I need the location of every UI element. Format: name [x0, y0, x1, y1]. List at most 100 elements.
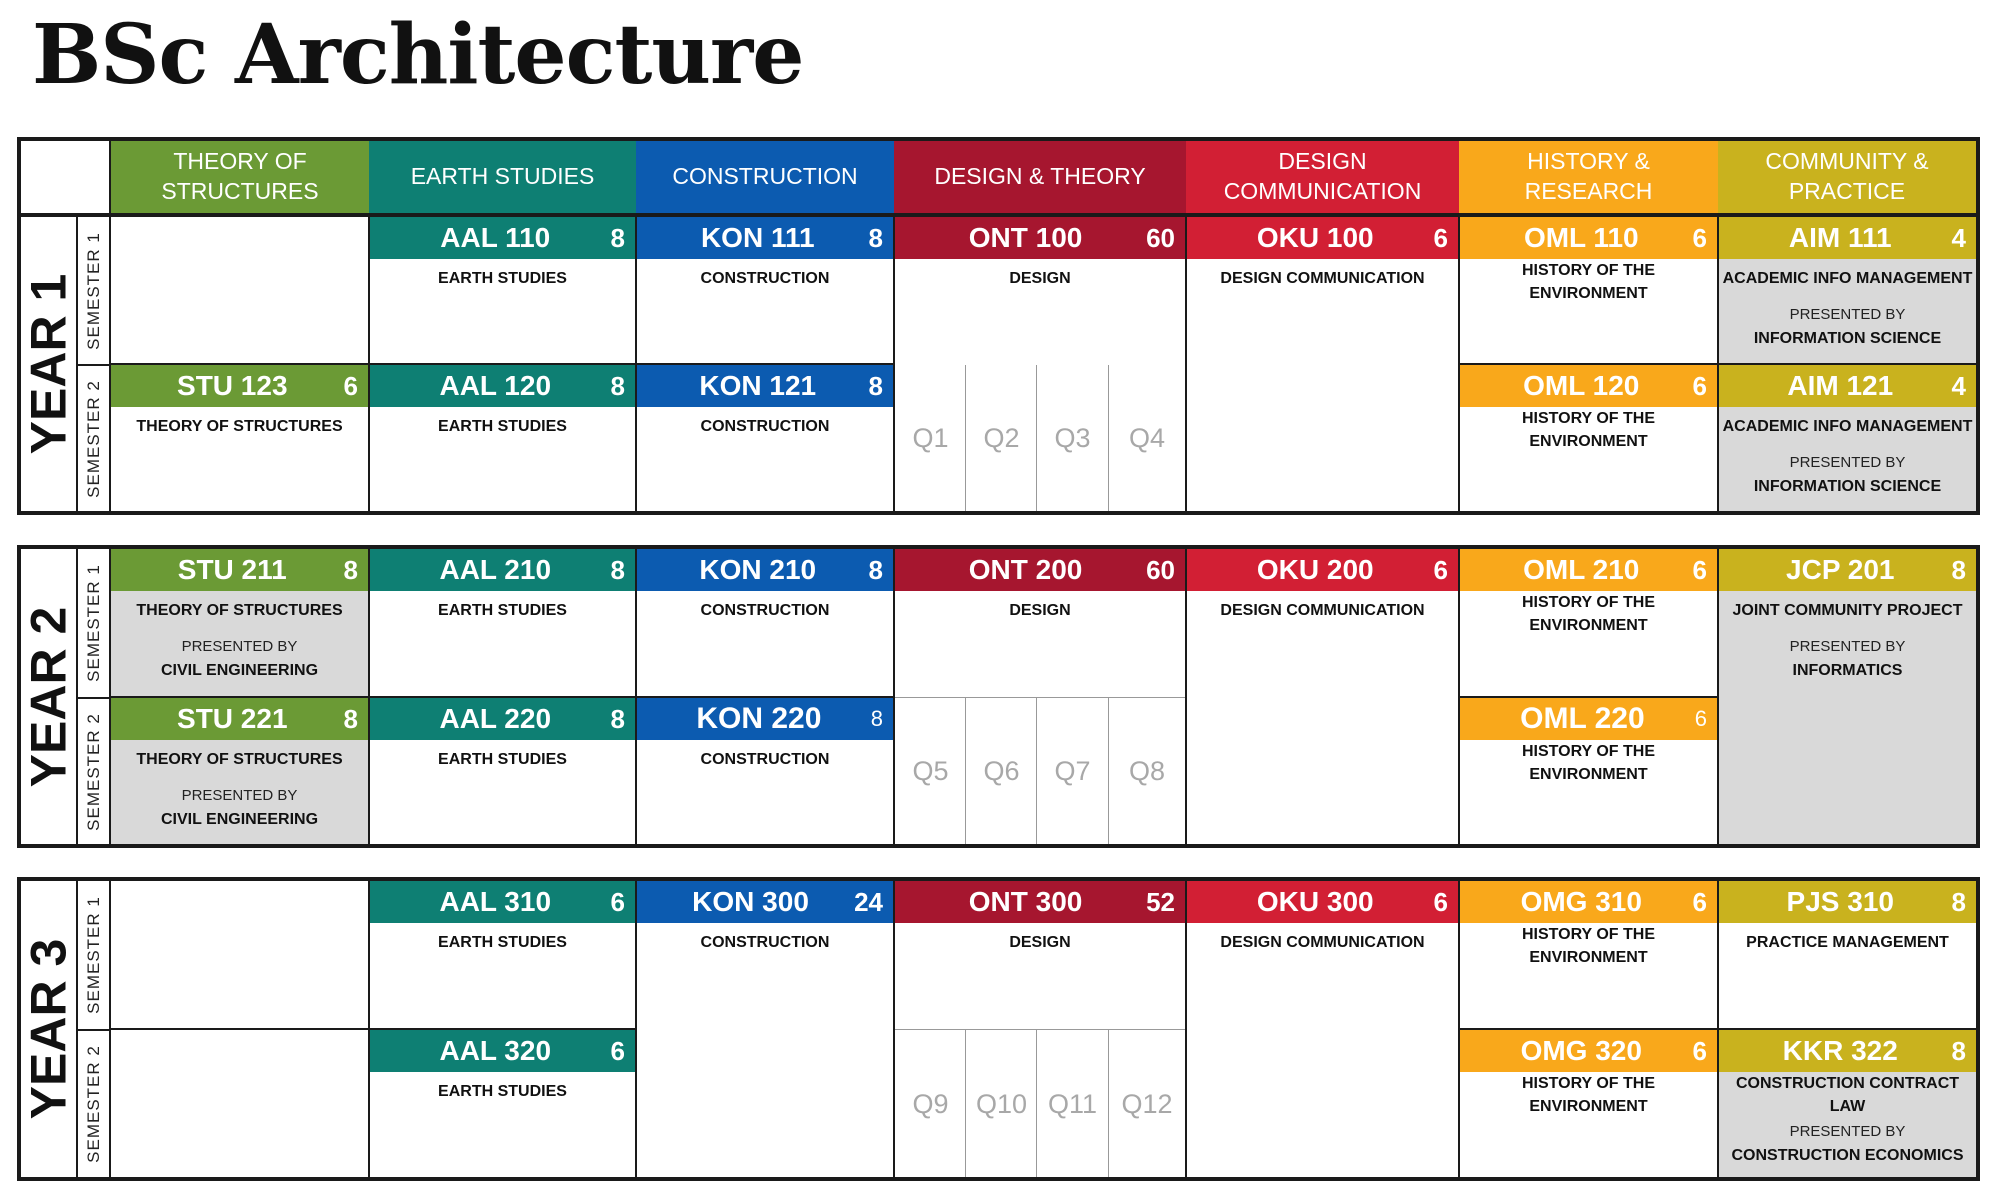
quarter-divider — [965, 1030, 966, 1177]
module-code: OKU 200 — [1256, 554, 1374, 585]
quarter-label: Q4 — [1128, 423, 1166, 453]
module-name: EARTH STUDIES — [438, 418, 567, 435]
presented-by-label: PRESENTED BY — [1789, 454, 1906, 471]
quarter-label: Q9 — [912, 1089, 949, 1119]
module-omg310-body: HISTORY OF THE ENVIRONMENT — [1460, 923, 1717, 1028]
module-aal120-body: EARTH STUDIES — [370, 407, 635, 511]
quarter-divider — [965, 365, 966, 511]
module-name: ENVIRONMENT — [1529, 285, 1648, 303]
year-1-frame — [17, 213, 1980, 515]
grid-line — [893, 881, 895, 1177]
module-code: OML 120 — [1523, 370, 1640, 401]
header-design-communication: DESIGN COMMUNICATION — [1186, 141, 1459, 213]
module-oml120-body: HISTORY OF THE ENVIRONMENT — [1460, 407, 1717, 511]
module-name: CONSTRUCTION — [700, 602, 830, 619]
module-name: JOINT COMMUNITY PROJECT — [1732, 602, 1963, 619]
module-stu211-body: THEORY OF STRUCTURES PRESENTED BY CIVIL EN… — [111, 591, 368, 696]
header-divider — [109, 141, 111, 213]
module-oml120-bar: OML 120 6 — [1460, 365, 1717, 407]
module-credits: 6 — [610, 1035, 625, 1066]
module-oml210-bar: OML 210 6 — [1460, 549, 1717, 591]
module-credits: 8 — [868, 554, 883, 585]
module-credits: 6 — [1692, 222, 1707, 253]
header-frame — [17, 137, 1980, 215]
quarter-label: Q1 — [912, 423, 949, 453]
module-name: EARTH STUDIES — [438, 270, 567, 287]
module-kon220-body: CONSTRUCTION — [637, 740, 893, 844]
header-line: HISTORY & — [1527, 148, 1650, 175]
module-aim121-body: ACADEMIC INFO MANAGEMENT PRESENTED BY INFO… — [1719, 407, 1976, 511]
presented-by-label: PRESENTED BY — [1789, 1123, 1906, 1141]
header-design-theory: DESIGN & THEORY — [894, 141, 1186, 213]
quarter-divider — [895, 697, 1185, 698]
module-oku200-body: DESIGN COMMUNICATION — [1187, 591, 1458, 844]
year-2-semester-1-label: SEMESTER 1 — [76, 549, 110, 697]
module-omg320-bar: OMG 320 6 — [1460, 1030, 1717, 1072]
module-jcp201-body: JOINT COMMUNITY PROJECT PRESENTED BY INFOR… — [1719, 591, 1976, 844]
module-ont300-bar: ONT 300 52 — [895, 881, 1185, 923]
module-credits: 6 — [1433, 554, 1448, 585]
year-2-label: YEAR 2 — [20, 606, 77, 787]
module-name: PRACTICE MANAGEMENT — [1746, 934, 1949, 951]
header-line: DESIGN & THEORY — [934, 163, 1146, 190]
module-kon300-body: CONSTRUCTION — [637, 923, 893, 1177]
module-credits: 60 — [1146, 222, 1175, 253]
module-ont200-bar: ONT 200 60 — [895, 549, 1185, 591]
module-code: OMG 310 — [1520, 886, 1642, 917]
module-credits: 6 — [1433, 886, 1448, 917]
year-3-semester-2-label: SEMESTER 2 — [76, 1029, 110, 1177]
module-oku200-bar: OKU 200 6 — [1187, 549, 1458, 591]
module-aal320-bar: AAL 320 6 — [370, 1030, 635, 1072]
grid-line — [1185, 217, 1187, 511]
quarter-label: Q12 — [1121, 1089, 1173, 1119]
module-code: OMG 320 — [1520, 1035, 1642, 1066]
module-name: DESIGN COMMUNICATION — [1220, 934, 1425, 951]
module-name: EARTH STUDIES — [438, 934, 567, 951]
module-credits: 4 — [1951, 370, 1966, 401]
quarter-label: Q7 — [1054, 756, 1091, 786]
quarter-divider — [965, 698, 966, 844]
module-aal110-body: EARTH STUDIES — [370, 259, 635, 363]
module-credits: 8 — [1951, 554, 1966, 585]
header-line: COMMUNICATION — [1223, 178, 1422, 204]
module-credits: 6 — [1692, 370, 1707, 401]
presented-by-label: PRESENTED BY — [181, 787, 298, 804]
module-name: EARTH STUDIES — [438, 1083, 567, 1100]
module-credits: 6 — [343, 370, 358, 401]
module-kon121-body: CONSTRUCTION — [637, 407, 893, 511]
module-omg310-bar: OMG 310 6 — [1460, 881, 1717, 923]
module-name: DESIGN COMMUNICATION — [1220, 270, 1425, 287]
module-name: CONSTRUCTION — [700, 751, 830, 768]
grid-line — [111, 363, 893, 365]
module-code: AIM 111 — [1788, 222, 1892, 253]
header-theory-of-structures: THEORY OF STRUCTURES — [111, 141, 369, 213]
module-name: HISTORY OF THE — [1521, 743, 1656, 760]
module-code: AAL 220 — [439, 703, 552, 734]
module-kon210-body: CONSTRUCTION — [637, 591, 893, 696]
module-name: THEORY OF STRUCTURES — [136, 602, 343, 619]
module-kon210-bar: KON 210 8 — [637, 549, 893, 591]
quarter-label: Q3 — [1054, 423, 1091, 453]
module-kon111-bar: KON 111 8 — [637, 217, 893, 259]
header-line: EARTH STUDIES — [410, 163, 595, 190]
module-kon220-bar: KON 220 8 — [637, 698, 893, 740]
year-1-semester-1-label: SEMESTER 1 — [76, 217, 110, 364]
module-credits: 8 — [610, 554, 625, 585]
grid-line — [1459, 1028, 1976, 1030]
presented-by-label: PRESENTED BY — [181, 638, 298, 655]
header-history-research: HISTORY & RESEARCH — [1459, 141, 1718, 213]
quarter-divider — [1036, 365, 1037, 511]
module-credits: 6 — [610, 886, 625, 917]
module-credits: 24 — [854, 886, 883, 917]
module-name: ENVIRONMENT — [1529, 949, 1648, 967]
module-credits: 8 — [868, 222, 883, 253]
module-name: HISTORY OF THE — [1521, 262, 1656, 279]
module-credits: 8 — [868, 370, 883, 401]
module-aal220-body: EARTH STUDIES — [370, 740, 635, 844]
module-name: HISTORY OF THE — [1521, 1075, 1656, 1092]
header-line: RESEARCH — [1524, 178, 1653, 204]
header-earth-studies: EARTH STUDIES — [369, 141, 636, 213]
module-name: HISTORY OF THE — [1521, 926, 1656, 943]
module-oku300-body: DESIGN COMMUNICATION — [1187, 923, 1458, 1177]
module-code: AAL 320 — [439, 1035, 552, 1066]
